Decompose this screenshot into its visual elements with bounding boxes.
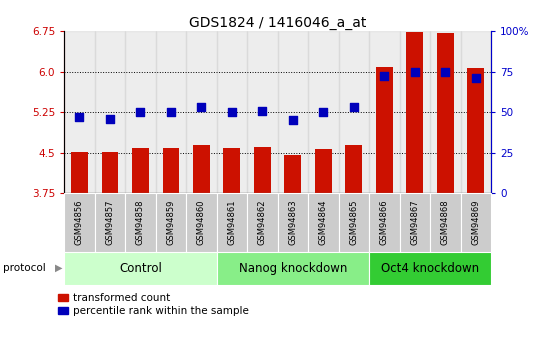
Point xyxy=(441,69,450,74)
Text: GSM94866: GSM94866 xyxy=(380,200,389,245)
FancyBboxPatch shape xyxy=(125,193,156,252)
FancyBboxPatch shape xyxy=(247,193,278,252)
FancyBboxPatch shape xyxy=(308,193,339,252)
FancyBboxPatch shape xyxy=(186,193,217,252)
Bar xyxy=(125,31,156,193)
Point xyxy=(258,108,267,113)
Text: GSM94869: GSM94869 xyxy=(472,200,480,245)
Text: Control: Control xyxy=(119,262,162,275)
Bar xyxy=(224,148,240,193)
Point xyxy=(166,109,175,115)
Bar xyxy=(437,33,454,193)
Bar xyxy=(102,152,118,193)
Text: GSM94858: GSM94858 xyxy=(136,200,145,245)
Text: GSM94860: GSM94860 xyxy=(197,200,206,245)
FancyBboxPatch shape xyxy=(339,193,369,252)
FancyBboxPatch shape xyxy=(369,193,400,252)
Point xyxy=(472,75,480,81)
Bar xyxy=(193,145,210,193)
Text: GSM94862: GSM94862 xyxy=(258,200,267,245)
Bar xyxy=(278,31,308,193)
Bar xyxy=(254,147,271,193)
Text: GSM94859: GSM94859 xyxy=(166,200,175,245)
FancyBboxPatch shape xyxy=(400,193,430,252)
Bar xyxy=(95,31,125,193)
FancyBboxPatch shape xyxy=(64,193,95,252)
Point xyxy=(319,109,328,115)
Point xyxy=(380,74,389,79)
Text: protocol: protocol xyxy=(3,263,46,273)
Text: GSM94857: GSM94857 xyxy=(105,200,114,245)
Text: GSM94865: GSM94865 xyxy=(349,200,358,245)
Point xyxy=(105,116,114,121)
Point xyxy=(410,69,419,74)
Bar xyxy=(156,31,186,193)
FancyBboxPatch shape xyxy=(95,193,125,252)
Bar xyxy=(400,31,430,193)
Bar xyxy=(406,32,423,193)
Bar xyxy=(162,148,179,193)
Text: GSM94864: GSM94864 xyxy=(319,200,328,245)
Bar xyxy=(369,31,400,193)
Text: Oct4 knockdown: Oct4 knockdown xyxy=(381,262,479,275)
Bar xyxy=(430,31,460,193)
Bar xyxy=(64,31,95,193)
Bar xyxy=(247,31,277,193)
Text: GSM94856: GSM94856 xyxy=(75,200,84,245)
Bar xyxy=(132,148,149,193)
Bar xyxy=(186,31,217,193)
Point xyxy=(136,109,145,115)
FancyBboxPatch shape xyxy=(156,193,186,252)
FancyBboxPatch shape xyxy=(64,252,217,285)
Text: GSM94863: GSM94863 xyxy=(288,200,297,245)
FancyBboxPatch shape xyxy=(369,252,491,285)
Point xyxy=(288,117,297,123)
Point xyxy=(349,105,358,110)
Text: ▶: ▶ xyxy=(55,263,62,273)
Point xyxy=(75,114,84,120)
Bar xyxy=(339,31,369,193)
FancyBboxPatch shape xyxy=(217,252,369,285)
Bar xyxy=(460,31,491,193)
Text: GSM94867: GSM94867 xyxy=(410,200,419,245)
Bar xyxy=(308,31,339,193)
FancyBboxPatch shape xyxy=(460,193,491,252)
Bar xyxy=(71,151,88,193)
Text: GSM94861: GSM94861 xyxy=(227,200,237,245)
Title: GDS1824 / 1416046_a_at: GDS1824 / 1416046_a_at xyxy=(189,16,366,30)
FancyBboxPatch shape xyxy=(217,193,247,252)
FancyBboxPatch shape xyxy=(430,193,460,252)
Point xyxy=(228,109,237,115)
Bar xyxy=(468,68,484,193)
Bar xyxy=(285,155,301,193)
Text: GSM94868: GSM94868 xyxy=(441,200,450,245)
Bar xyxy=(345,145,362,193)
FancyBboxPatch shape xyxy=(278,193,308,252)
Point xyxy=(197,105,206,110)
Bar xyxy=(217,31,247,193)
Legend: transformed count, percentile rank within the sample: transformed count, percentile rank withi… xyxy=(58,293,249,316)
Text: Nanog knockdown: Nanog knockdown xyxy=(239,262,347,275)
Bar xyxy=(376,67,393,193)
Bar xyxy=(315,149,331,193)
